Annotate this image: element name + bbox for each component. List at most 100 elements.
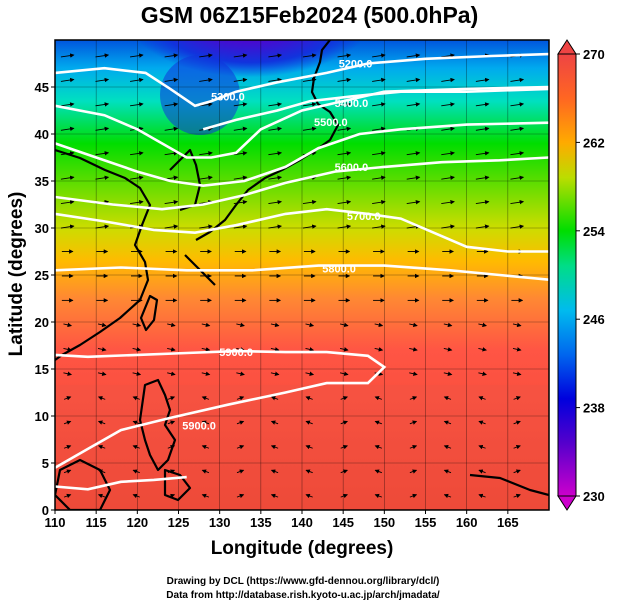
colorbar-tick-label: 262 (583, 135, 605, 150)
wind-vector (164, 102, 179, 107)
wind-vector (132, 347, 142, 352)
wind-vector (233, 102, 248, 107)
wind-vector (510, 224, 525, 229)
wind-vector (302, 102, 317, 107)
wind-vector (337, 151, 352, 156)
x-tick-label: 155 (415, 515, 437, 530)
wind-vector (478, 493, 486, 499)
coast-borneo (55, 458, 112, 510)
wind-vector (374, 322, 384, 328)
wind-vector (201, 396, 210, 401)
wind-vector (340, 493, 348, 499)
wind-vector (268, 102, 282, 107)
coast-luzon (138, 378, 177, 472)
wind-vector (270, 420, 279, 425)
colorbar: 230 238 246 254 262 270 (557, 39, 605, 511)
wind-vector (339, 347, 349, 352)
wind-vector (201, 469, 210, 474)
wind-vector (409, 396, 418, 401)
wind-vector (199, 151, 213, 156)
wind-vector (270, 469, 279, 474)
wind-vector (233, 175, 248, 180)
wind-vector (270, 347, 280, 352)
wind-vector (372, 102, 386, 107)
wind-vector (441, 224, 455, 229)
wind-vector (510, 151, 525, 156)
contour-label: 5200.0 (339, 59, 373, 71)
wind-vector (443, 347, 453, 352)
contour-line (55, 85, 549, 159)
wind-vector (337, 53, 352, 58)
wind-vector (510, 175, 525, 180)
x-axis-ticks: 110 115 120 125 130 135 140 145 150 155 160 165 (45, 510, 519, 530)
wind-vector (513, 396, 521, 401)
wind-vector (374, 347, 384, 352)
wind-vector (337, 126, 352, 132)
wind-vector (97, 445, 106, 450)
colorbar-bottom-arrow (557, 495, 577, 511)
wind-vector (268, 224, 282, 229)
x-tick-label: 135 (250, 515, 272, 530)
wind-vector (199, 175, 213, 180)
wind-vector (97, 371, 107, 376)
wind-vector (60, 53, 75, 58)
y-tick-label: 10 (35, 409, 49, 424)
colorbar-tick-label: 254 (583, 224, 605, 239)
colorbar-tick-label: 270 (583, 47, 605, 62)
wind-vector (406, 77, 421, 83)
x-tick-label: 165 (497, 515, 519, 530)
wind-vector (130, 102, 144, 107)
coast-taiwan (139, 294, 159, 332)
contour-line (55, 349, 387, 469)
wind-vector (167, 347, 176, 352)
x-tick-label: 125 (168, 515, 190, 530)
wind-vector (164, 224, 179, 229)
wind-vector (406, 175, 421, 180)
wind-vector (512, 322, 522, 328)
wind-vector (236, 322, 245, 328)
wind-vector (302, 126, 317, 132)
y-axis-ticks: 0 5 10 15 20 25 30 35 40 45 (35, 80, 55, 518)
coast-new-guinea (469, 473, 549, 497)
credit-data: Data from http://database.rish.kyoto-u.a… (166, 590, 440, 601)
wind-vector (478, 322, 487, 328)
wind-vector (372, 199, 386, 205)
wind-vector (302, 224, 317, 229)
wind-vector (409, 493, 418, 499)
contour-line (55, 475, 187, 491)
wind-vector (164, 77, 179, 83)
wind-vector (60, 175, 75, 180)
coast-mindanao (163, 468, 192, 502)
wind-vector (513, 420, 521, 425)
wind-vector (475, 102, 490, 107)
y-tick-label: 40 (35, 127, 49, 142)
wind-vector (199, 224, 213, 229)
wind-vector (95, 53, 110, 58)
wind-vector (510, 199, 525, 205)
wind-vector (372, 77, 386, 83)
wind-vector (130, 77, 144, 83)
wind-vector (406, 151, 421, 156)
wind-vector (132, 396, 140, 401)
colorbar-tick-label: 230 (583, 489, 605, 504)
y-tick-label: 25 (35, 268, 49, 283)
wind-vector (475, 224, 490, 229)
wind-vector (132, 371, 142, 376)
x-tick-label: 150 (373, 515, 395, 530)
wind-vector (63, 322, 72, 328)
wind-vector (475, 199, 490, 205)
wind-vector (233, 224, 248, 229)
wind-vector (63, 445, 72, 450)
wind-vector (441, 77, 455, 83)
wind-vector (441, 151, 455, 156)
wind-vector (63, 493, 72, 499)
wind-vector (443, 371, 453, 376)
wind-vector (409, 347, 418, 352)
wind-vector (339, 371, 349, 376)
wind-vector (510, 126, 525, 132)
wind-vector (270, 396, 279, 401)
wind-vector (270, 493, 279, 499)
contour-line (55, 207, 549, 253)
wind-vector (406, 199, 421, 205)
wind-vector (478, 420, 486, 425)
